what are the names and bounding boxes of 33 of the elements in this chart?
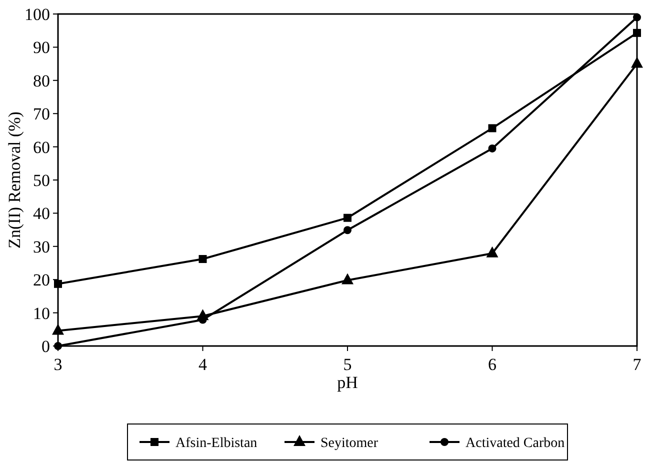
x-tick-label: 4 (198, 355, 208, 374)
y-tick-label: 60 (33, 138, 50, 157)
point (344, 214, 352, 222)
x-tick-label: 7 (632, 355, 642, 374)
y-tick-label: 20 (33, 270, 50, 290)
legend-label: Activated Carbon (466, 436, 565, 451)
y-tick-label: 70 (33, 104, 50, 124)
point (631, 56, 643, 68)
point (486, 246, 498, 258)
x-tick-label: 5 (343, 355, 352, 374)
y-axis-title: Zn(II) Removal (%) (5, 112, 24, 248)
x-axis-title: pH (337, 373, 358, 392)
y-tick-label: 100 (24, 4, 50, 24)
x-tick-label: 3 (54, 355, 62, 374)
legend-label: Seyitomer (320, 436, 378, 451)
x-tick-label: 6 (488, 355, 496, 374)
y-tick-label: 50 (33, 170, 50, 190)
y-tick-label: 30 (33, 237, 50, 256)
point (488, 144, 496, 152)
point (633, 13, 641, 22)
point (198, 255, 207, 264)
point (633, 28, 641, 37)
y-tick-label: 40 (33, 204, 50, 224)
y-tick-label: 0 (42, 336, 50, 356)
point (54, 280, 62, 288)
y-tick-label: 80 (33, 71, 50, 90)
point (52, 324, 64, 335)
point (344, 226, 352, 234)
point (488, 124, 496, 132)
point (342, 273, 354, 284)
legend-label: Afsin-Elbistan (176, 436, 258, 451)
y-tick-label: 90 (33, 38, 50, 58)
y-tick-label: 10 (33, 304, 50, 323)
